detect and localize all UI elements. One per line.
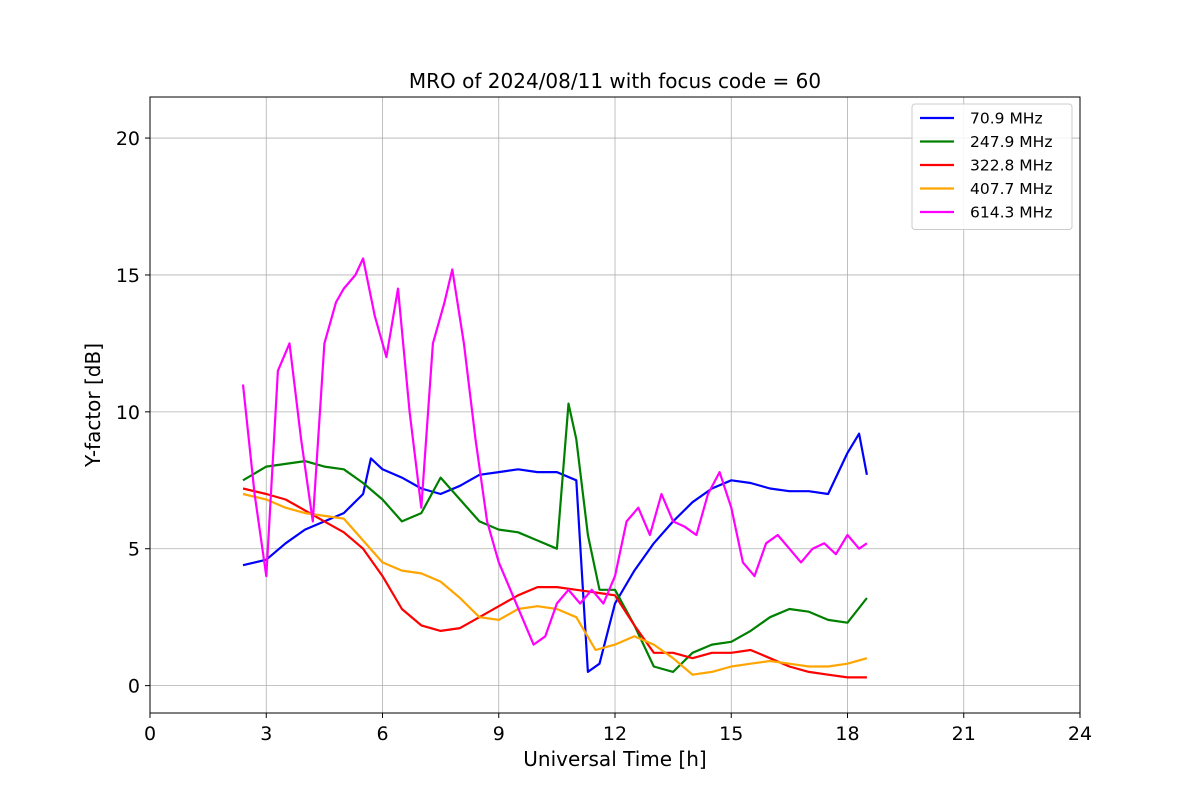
- legend-label: 70.9 MHz: [970, 110, 1043, 128]
- y-axis-label: Y-factor [dB]: [81, 343, 105, 468]
- x-tick-label: 21: [952, 723, 976, 745]
- series-layer: [241, 257, 868, 679]
- y-tick-label: 20: [116, 128, 140, 150]
- legend: 70.9 MHz 247.9 MHz 322.8 MHz 407.7 MHz 614.3…: [911, 103, 1073, 230]
- legend-label: 322.8 MHz: [970, 157, 1052, 175]
- x-tick-label: 12: [603, 723, 627, 745]
- x-tick-label: 15: [719, 723, 743, 745]
- x-tick-label: 24: [1068, 723, 1092, 745]
- x-tick-label: 18: [835, 723, 859, 745]
- x-tick-label: 9: [493, 723, 505, 745]
- legend-box: [911, 103, 1073, 230]
- y-tick-label: 15: [116, 265, 140, 287]
- legend-label: 614.3 MHz: [970, 204, 1052, 222]
- legend-label: 247.9 MHz: [970, 133, 1052, 151]
- y-tick-label: 10: [116, 402, 140, 424]
- series-line-322-8-mhz: [242, 487, 867, 679]
- series-line-407-7-mhz: [242, 492, 868, 676]
- x-tick-label: 0: [144, 723, 156, 745]
- y-tick-label: 0: [128, 676, 140, 698]
- series-line-247-9-mhz: [242, 402, 868, 673]
- legend-label: 407.7 MHz: [970, 180, 1052, 198]
- axis-ticks: 0 3 6 9 12 15 18 21 24 0 5 10 15 20: [116, 128, 1092, 745]
- y-tick-label: 5: [128, 539, 140, 561]
- series-line-70-9-mhz: [242, 432, 868, 673]
- x-tick-label: 3: [260, 723, 272, 745]
- x-axis-label: Universal Time [h]: [523, 747, 706, 771]
- chart-title: MRO of 2024/08/11 with focus code = 60: [409, 69, 821, 93]
- series-line-614-3-mhz: [241, 257, 868, 646]
- x-tick-label: 6: [376, 723, 388, 745]
